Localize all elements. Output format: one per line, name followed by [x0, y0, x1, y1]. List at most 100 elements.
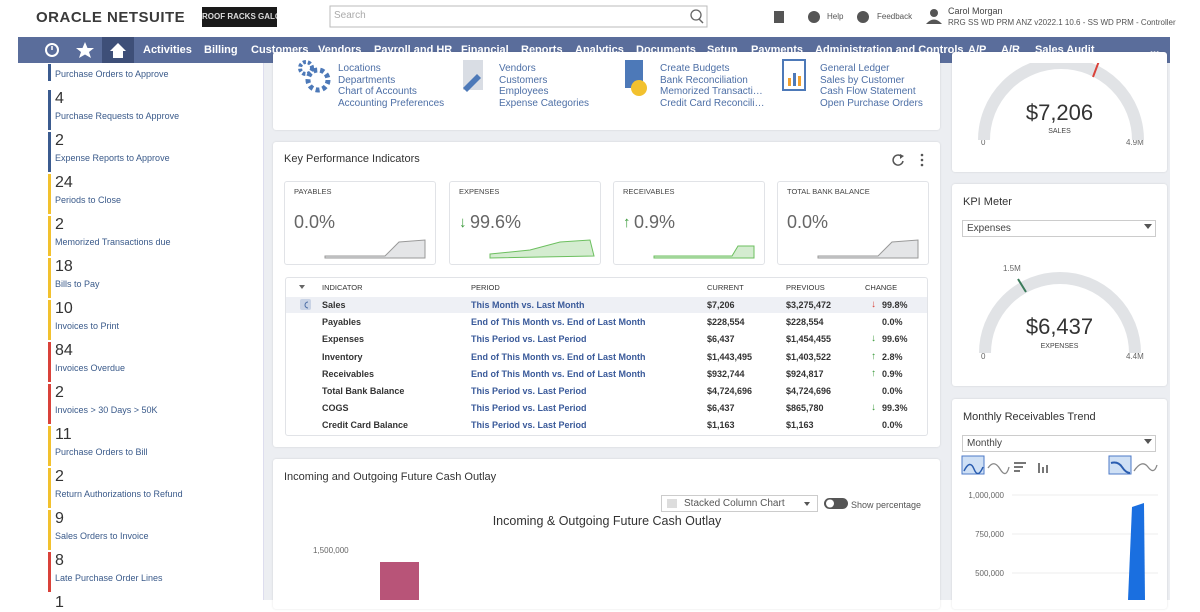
shortcut-link[interactable]: Accounting Preferences [338, 97, 445, 109]
shortcut-link[interactable]: Locations [338, 63, 381, 74]
select-caret [1144, 439, 1152, 444]
current: $4,724,696 [707, 386, 753, 396]
toggle-label[interactable]: Show percentage [851, 500, 922, 510]
period-link[interactable]: This Period vs. Last Period [471, 334, 587, 345]
period-link[interactable]: This Period vs. Last Period [471, 403, 587, 414]
nav-item[interactable]: Billing [204, 44, 238, 56]
reminder-count: 24 [55, 174, 73, 191]
reminder-bar [48, 216, 51, 256]
user-role: RRG SS WD PRM ANZ v2022.1 10.6 - SS WD P… [948, 18, 1176, 27]
previous: $4,724,696 [786, 386, 832, 396]
kpi-meter-select[interactable]: Expenses [962, 220, 1156, 237]
reminder-bar [48, 510, 51, 550]
gauge-max: 4.9M [1126, 138, 1144, 147]
period-link[interactable]: End of This Month vs. End of Last Month [471, 351, 646, 362]
search-input: Search [334, 10, 366, 21]
reminder-bar [48, 174, 51, 214]
change: 2.8% [882, 351, 903, 362]
column-header: CHANGE [865, 283, 898, 292]
shortcut-link[interactable]: Credit Card Reconcili… [660, 97, 765, 109]
company-logo: ROOF RACKS GALORE [202, 7, 277, 27]
gauge-min: 0 [981, 138, 986, 147]
shortcut-link[interactable]: Chart of Accounts [338, 86, 417, 97]
reminder-label[interactable]: Periods to Close [55, 195, 122, 205]
shortcut-link[interactable]: Bank Reconciliation [660, 74, 748, 86]
change-arrow: ↓ [871, 402, 876, 414]
reminder-label[interactable]: Purchase Requests to Approve [55, 111, 180, 121]
header-icons [329, 5, 942, 28]
gauge-max: 4.4M [1126, 352, 1144, 361]
change: 99.6% [882, 334, 908, 345]
reminder-label[interactable]: Invoices Overdue [55, 363, 126, 373]
period-link[interactable]: End of This Month vs. End of Last Month [471, 368, 646, 379]
shortcut-link[interactable]: Sales by Customer [820, 74, 905, 86]
kpi-card: RECEIVABLES ↑ 0.9% [613, 181, 765, 265]
previous: $865,780 [786, 403, 824, 414]
change: 0.0% [882, 317, 903, 328]
kpi-card-arrow: ↓ [459, 214, 467, 231]
shortcut-link[interactable]: Departments [338, 74, 396, 86]
shortcut-link[interactable]: Cash Flow Statement [820, 86, 916, 97]
feedback-link: Feedback [877, 12, 913, 21]
indicator: Expenses [322, 334, 365, 345]
gauge-value: $7,206 [1025, 100, 1094, 125]
reminder-label[interactable]: Return Authorizations to Refund [55, 489, 183, 499]
reminder-label[interactable]: Invoices > 30 Days > 50K [55, 405, 158, 415]
nav-item[interactable]: Activities [143, 44, 192, 56]
chart-title: Incoming & Outgoing Future Cash Outlay [492, 514, 722, 528]
indicator: COGS [322, 403, 349, 414]
shortcut-link[interactable]: Expense Categories [499, 97, 590, 109]
kpi-meter-title: KPI Meter [963, 196, 1012, 208]
reminder-bar [48, 258, 51, 298]
nav-icons [45, 42, 126, 58]
change-arrow: ↓ [871, 333, 876, 345]
sparkline [667, 498, 848, 509]
sparkline [489, 239, 595, 259]
reminder-label[interactable]: Sales Orders to Invoice [55, 531, 149, 541]
kpi-card-value: 0.0% [294, 212, 336, 232]
gauge-min: 0 [981, 352, 986, 361]
indicator: Inventory [322, 351, 363, 362]
reminder-label[interactable]: Bills to Pay [55, 279, 100, 289]
current: $7,206 [707, 300, 735, 310]
reminder-bar [48, 552, 51, 592]
shortcut-link[interactable]: Employees [499, 86, 549, 97]
reminder-count: 18 [55, 258, 73, 275]
kpi-card-label: RECEIVABLES [623, 187, 675, 196]
kpi-card-label: PAYABLES [294, 187, 332, 196]
reminder-count: 11 [55, 426, 72, 443]
reminder-count: 9 [55, 510, 64, 527]
current: $6,437 [707, 334, 735, 345]
reminder-label[interactable]: Expense Reports to Approve [55, 153, 170, 163]
shortcut-link[interactable]: Create Budgets [660, 63, 730, 74]
cash-title: Incoming and Outgoing Future Cash Outlay [284, 471, 497, 483]
nav-item[interactable]: ... [1150, 44, 1160, 56]
trend-select[interactable]: Monthly [962, 435, 1156, 452]
reminder-label[interactable]: Memorized Transactions due [55, 237, 171, 247]
shortcut-link[interactable]: Vendors [499, 63, 536, 74]
shortcut-link[interactable]: Open Purchase Orders [820, 97, 923, 109]
period-link[interactable]: This Period vs. Last Period [471, 420, 587, 431]
reminder-label[interactable]: Late Purchase Order Lines [55, 573, 163, 583]
kpi-card-value: 0.9% [634, 212, 676, 232]
period-link[interactable]: This Month vs. Last Month [471, 300, 585, 310]
previous: $1,454,455 [786, 334, 832, 345]
indicator: Payables [322, 317, 362, 328]
period-link[interactable]: This Period vs. Last Period [471, 386, 587, 396]
change: 0.0% [882, 386, 903, 396]
period-link[interactable]: End of This Month vs. End of Last Month [471, 317, 646, 328]
reminder-label[interactable]: Invoices to Print [55, 321, 120, 331]
change: 99.3% [882, 403, 908, 414]
trend-y-label: 1,000,000 [968, 491, 1004, 500]
sparkline [653, 245, 755, 259]
chart-type-select[interactable]: Stacked Column Chart [661, 495, 818, 512]
gauge-label: EXPENSES [1040, 343, 1079, 350]
indicator: Sales [322, 300, 346, 310]
previous: $1,403,522 [786, 351, 832, 362]
reminder-label[interactable]: Purchase Orders to Approve [55, 69, 169, 79]
shortcut-link[interactable]: Customers [499, 74, 548, 86]
reminder-label[interactable]: Purchase Orders to Bill [55, 447, 148, 457]
shortcut-link[interactable]: Memorized Transacti… [660, 86, 763, 97]
shortcut-link[interactable]: General Ledger [820, 63, 890, 74]
